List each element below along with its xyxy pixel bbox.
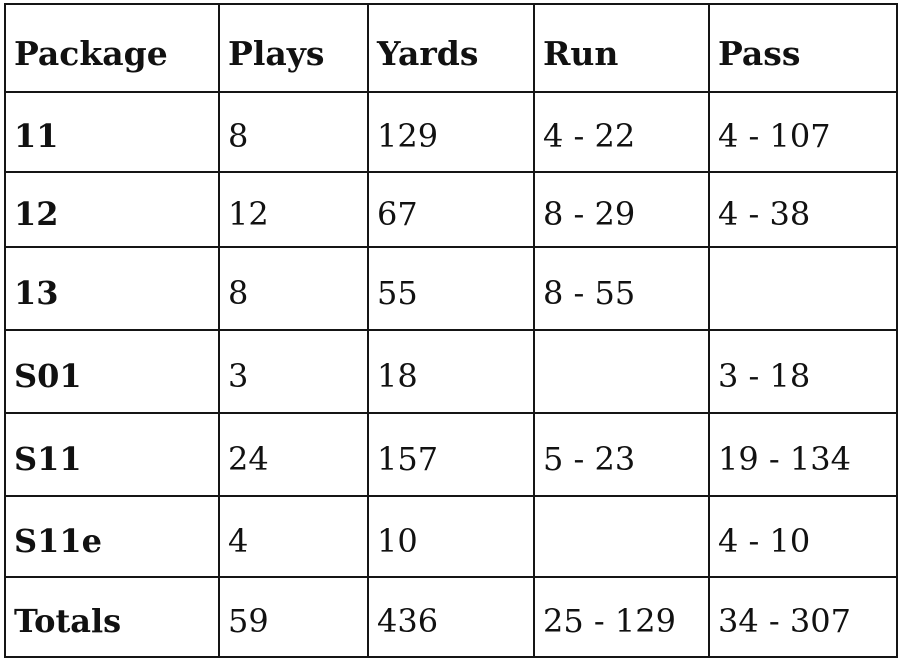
cell-run: 8 - 29 <box>533 171 710 248</box>
table-row: 13 8 55 8 - 55 <box>4 246 898 331</box>
cell-run: 5 - 23 <box>533 412 710 497</box>
cell-yards: 55 <box>367 246 535 331</box>
cell-plays: 12 <box>218 171 369 248</box>
header-row: Package Plays Yards Run Pass <box>4 3 898 93</box>
cell-yards: 18 <box>367 329 535 414</box>
header-yards: Yards <box>367 3 535 93</box>
cell-yards: 67 <box>367 171 535 248</box>
cell-pass: 3 - 18 <box>708 329 898 414</box>
cell-package: S01 <box>4 329 220 414</box>
cell-package: S11 <box>4 412 220 497</box>
cell-pass: 34 - 307 <box>708 576 898 658</box>
cell-yards: 10 <box>367 495 535 578</box>
header-package: Package <box>4 3 220 93</box>
cell-run: 8 - 55 <box>533 246 710 331</box>
cell-plays: 3 <box>218 329 369 414</box>
table-row: S11 24 157 5 - 23 19 - 134 <box>4 412 898 497</box>
header-plays: Plays <box>218 3 369 93</box>
cell-run <box>533 329 710 414</box>
cell-yards: 436 <box>367 576 535 658</box>
cell-plays: 4 <box>218 495 369 578</box>
cell-plays: 8 <box>218 91 369 173</box>
cell-plays: 24 <box>218 412 369 497</box>
cell-pass: 4 - 107 <box>708 91 898 173</box>
cell-package: 11 <box>4 91 220 173</box>
table-row: S01 3 18 3 - 18 <box>4 329 898 414</box>
cell-pass: 19 - 134 <box>708 412 898 497</box>
table-row: S11e 4 10 4 - 10 <box>4 495 898 578</box>
table-row: 12 12 67 8 - 29 4 - 38 <box>4 171 898 248</box>
cell-run: 4 - 22 <box>533 91 710 173</box>
cell-pass: 4 - 38 <box>708 171 898 248</box>
table-row: Totals 59 436 25 - 129 34 - 307 <box>4 576 898 658</box>
cell-yards: 157 <box>367 412 535 497</box>
cell-yards: 129 <box>367 91 535 173</box>
table-row: 11 8 129 4 - 22 4 - 107 <box>4 91 898 173</box>
cell-package: 12 <box>4 171 220 248</box>
cell-plays: 59 <box>218 576 369 658</box>
header-pass: Pass <box>708 3 898 93</box>
cell-package: Totals <box>4 576 220 658</box>
cell-run <box>533 495 710 578</box>
cell-package: S11e <box>4 495 220 578</box>
cell-package: 13 <box>4 246 220 331</box>
cell-pass: 4 - 10 <box>708 495 898 578</box>
cell-plays: 8 <box>218 246 369 331</box>
header-run: Run <box>533 3 710 93</box>
cell-pass <box>708 246 898 331</box>
cell-run: 25 - 129 <box>533 576 710 658</box>
package-stats-table: Package Plays Yards Run Pass 11 8 129 4 - 2… <box>4 3 898 658</box>
